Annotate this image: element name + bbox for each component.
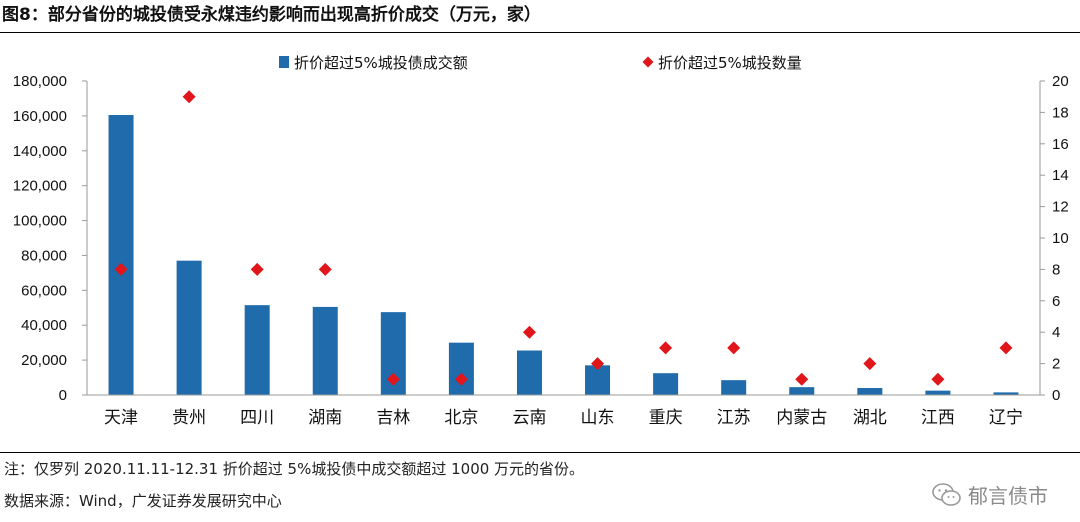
left-tick-label: 20,000 — [21, 352, 67, 369]
diamond-marker — [727, 341, 741, 355]
left-tick-label: 80,000 — [21, 247, 67, 264]
bar — [244, 305, 270, 395]
diamond-marker — [522, 325, 536, 339]
left-tick-label: 120,000 — [13, 178, 67, 195]
x-tick-label: 云南 — [512, 408, 546, 428]
right-tick-label: 2 — [1052, 356, 1060, 373]
x-tick-label: 北京 — [444, 408, 478, 428]
bar — [925, 390, 951, 395]
chart-note: 注：仅罗列 2020.11.11-12.31 折价超过 5%城投债中成交额超过 … — [4, 460, 585, 478]
left-tick-label: 100,000 — [13, 213, 67, 230]
bar — [653, 373, 679, 395]
bar — [993, 392, 1019, 395]
left-tick-label: 60,000 — [21, 282, 67, 299]
right-tick-label: 4 — [1052, 324, 1060, 341]
diamond-marker — [999, 341, 1013, 355]
bar — [789, 387, 815, 395]
left-tick-label: 180,000 — [13, 73, 67, 90]
legend: 折价超过5%城投债成交额 折价超过5%城投数量 — [279, 54, 802, 72]
x-tick-label: 辽宁 — [989, 408, 1023, 428]
bar — [585, 365, 611, 395]
right-tick-label: 16 — [1052, 136, 1069, 153]
bar — [312, 306, 338, 395]
footer-divider — [0, 452, 1080, 453]
bar — [108, 115, 134, 396]
left-tick-label: 0 — [59, 387, 67, 404]
x-tick-label: 天津 — [104, 408, 138, 428]
diamond-marker — [386, 372, 400, 386]
wechat-icon — [932, 482, 961, 506]
bar — [448, 342, 474, 395]
right-y-axis: 0 2 4 6 8 10 12 14 16 18 20 — [1039, 73, 1069, 404]
bar — [857, 388, 883, 395]
x-tick-label: 吉林 — [376, 408, 410, 428]
x-tick-label: 四川 — [240, 408, 274, 428]
bar-series — [108, 115, 1019, 396]
x-tick-label: 重庆 — [649, 408, 683, 428]
left-tick-label: 140,000 — [13, 143, 67, 160]
diamond-marker — [318, 262, 332, 276]
right-tick-label: 20 — [1052, 73, 1069, 90]
x-axis: 天津 贵州 四川 湖南 吉林 北京 云南 山东 重庆 江苏 内蒙古 湖北 江西 辽宁 — [87, 394, 1040, 428]
marker-series — [114, 90, 1013, 386]
x-tick-label: 江西 — [921, 408, 955, 428]
legend-bar-swatch — [279, 56, 289, 68]
right-tick-label: 6 — [1052, 293, 1060, 310]
legend-marker-swatch — [642, 56, 654, 68]
legend-bar-label: 折价超过5%城投债成交额 — [294, 54, 468, 72]
diamond-marker — [114, 262, 128, 276]
right-tick-label: 8 — [1052, 261, 1060, 278]
right-tick-label: 10 — [1052, 230, 1069, 247]
diamond-marker — [795, 372, 809, 386]
diamond-marker — [182, 90, 196, 104]
x-tick-label: 贵州 — [172, 408, 206, 428]
x-tick-label: 江苏 — [717, 408, 751, 428]
watermark-text: 郁言债市 — [968, 484, 1048, 508]
bar — [516, 350, 542, 395]
bar — [721, 380, 747, 395]
left-tick-label: 160,000 — [13, 108, 67, 125]
watermark: 郁言债市 — [932, 480, 1048, 509]
right-tick-label: 14 — [1052, 167, 1069, 184]
chart-title: 图8：部分省份的城投债受永煤违约影响而出现高折价成交（万元，家） — [2, 5, 541, 25]
diamond-marker — [250, 262, 264, 276]
right-tick-label: 0 — [1052, 387, 1060, 404]
right-tick-label: 18 — [1052, 104, 1069, 121]
bar — [176, 260, 202, 395]
data-source: 数据来源：Wind，广发证券发展研究中心 — [4, 492, 282, 510]
title-divider — [0, 32, 1080, 33]
x-tick-label: 内蒙古 — [776, 408, 827, 428]
diamond-marker — [863, 357, 877, 371]
combo-chart: 折价超过5%城投债成交额 折价超过5%城投数量 0 20,000 40,000 60,0… — [13, 54, 1069, 428]
left-tick-label: 40,000 — [21, 317, 67, 334]
x-tick-label: 湖北 — [853, 408, 887, 428]
diamond-marker — [931, 372, 945, 386]
x-tick-label: 湖南 — [308, 408, 342, 428]
diamond-marker — [591, 357, 605, 371]
legend-marker-label: 折价超过5%城投数量 — [658, 54, 802, 72]
right-tick-label: 12 — [1052, 199, 1069, 216]
x-tick-label: 山东 — [581, 408, 615, 428]
diamond-marker — [659, 341, 673, 355]
diamond-marker — [454, 372, 468, 386]
left-y-axis: 0 20,000 40,000 60,000 80,000 100,000 120,000 1… — [13, 73, 88, 404]
